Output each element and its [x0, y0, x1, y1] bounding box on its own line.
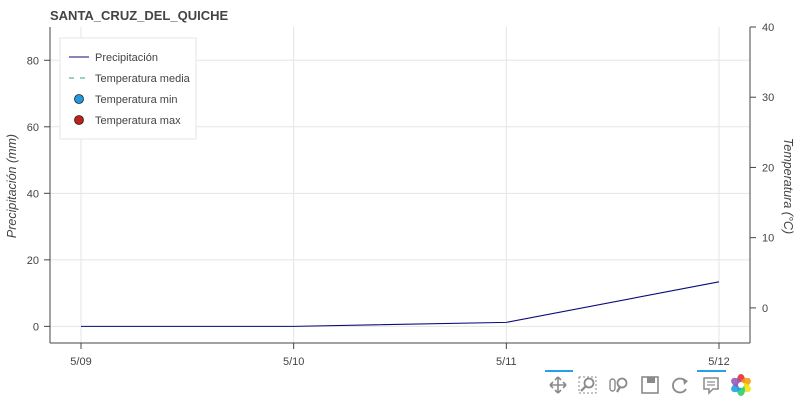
legend-label-precipitación: Precipitación [95, 52, 158, 64]
plot-area [81, 281, 720, 327]
bokeh-logo-icon[interactable] [729, 374, 752, 396]
y-left-tick-label: 0 [33, 321, 39, 333]
y-right-tick-label: 10 [762, 233, 774, 245]
y-right-tick-label: 20 [762, 162, 774, 174]
legend-label-temperatura-media: Temperatura media [95, 73, 191, 85]
legend: Precipitación Temperatura media Temperatur… [59, 37, 197, 140]
chart-title: SANTA_CRUZ_DEL_QUICHE [50, 8, 228, 23]
y-left-axis-label: Precipitación (mm) [5, 134, 19, 238]
x-tick-label: 5/11 [496, 356, 517, 368]
save-icon[interactable] [641, 376, 659, 394]
x-tick-label: 5/09 [70, 356, 91, 368]
y-right-tick-label: 40 [762, 22, 774, 34]
hover-icon[interactable] [703, 377, 719, 395]
axes: 0 20 40 60 80 0 10 20 30 40 5/09 5/10 5/11 5/12 [27, 22, 775, 368]
y-left-tick-label: 80 [27, 55, 39, 67]
series-line-precipitación [81, 281, 720, 327]
legend-glyph-temperatura-max [74, 115, 84, 125]
legend-label-temperatura-min: Temperatura min [95, 94, 178, 106]
legend-glyph-temperatura-min [74, 94, 84, 104]
reset-icon[interactable] [672, 377, 688, 394]
y-left-tick-label: 40 [27, 188, 39, 200]
y-right-tick-label: 0 [762, 303, 768, 315]
legend-label-temperatura-max: Temperatura max [95, 115, 181, 127]
y-left-tick-label: 60 [27, 122, 39, 134]
wheel-zoom-icon[interactable] [609, 377, 628, 393]
y-right-axis-label: Temperatura (°C) [781, 138, 795, 234]
x-tick-label: 5/12 [708, 356, 729, 368]
y-right-tick-label: 30 [762, 92, 774, 104]
toolbar [545, 370, 752, 396]
y-left-tick-label: 20 [27, 255, 39, 267]
pan-icon[interactable] [549, 376, 567, 394]
box-zoom-icon[interactable] [578, 376, 597, 394]
x-tick-label: 5/10 [283, 356, 304, 368]
